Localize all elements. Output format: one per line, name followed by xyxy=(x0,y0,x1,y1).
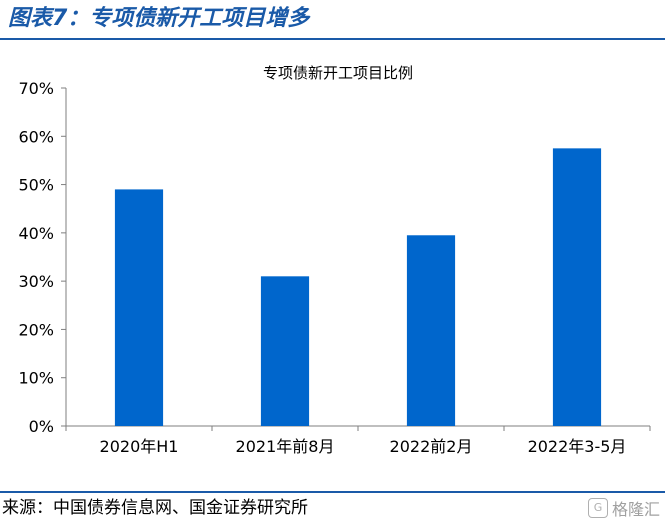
watermark-logo-icon: G xyxy=(588,498,608,518)
y-tick-label: 70% xyxy=(18,79,54,98)
bar-1 xyxy=(114,189,164,426)
y-tick-label: 60% xyxy=(18,127,54,146)
x-ticks: 2020年H1 2021年前8月 2022前2月 2022年3-5月 xyxy=(65,426,651,456)
footer-divider xyxy=(0,491,665,493)
y-tick-label: 10% xyxy=(18,369,54,388)
y-tick-label: 30% xyxy=(18,272,54,291)
y-tick-label: 0% xyxy=(29,417,54,436)
bar-2 xyxy=(260,276,310,426)
y-ticks: 0% 10% 20% 30% 40% 50% 60% 70% xyxy=(18,79,66,436)
bar-3 xyxy=(406,235,456,426)
figure-title: 图表7：专项债新开工项目增多 xyxy=(8,6,310,31)
x-tick-label: 2021年前8月 xyxy=(236,437,335,456)
y-tick-label: 20% xyxy=(18,320,54,339)
x-tick-label: 2020年H1 xyxy=(100,437,179,456)
bars xyxy=(114,148,602,426)
y-tick-label: 50% xyxy=(18,176,54,195)
x-tick-label: 2022年3-5月 xyxy=(528,437,627,456)
watermark: G 格隆汇 xyxy=(588,497,660,519)
watermark-text: 格隆汇 xyxy=(612,500,661,519)
title-divider xyxy=(0,38,665,40)
chart-title: 专项债新开工项目比例 xyxy=(263,64,413,82)
bar-4 xyxy=(552,148,602,426)
y-tick-label: 40% xyxy=(18,224,54,243)
bar-chart: 专项债新开工项目比例 0% 10% 20% 30% 40% 50% 60% 70% 2020年… xyxy=(18,64,651,456)
x-tick-label: 2022前2月 xyxy=(390,437,473,456)
source-note: 来源：中国债券信息网、国金证券研究所 xyxy=(2,498,308,518)
